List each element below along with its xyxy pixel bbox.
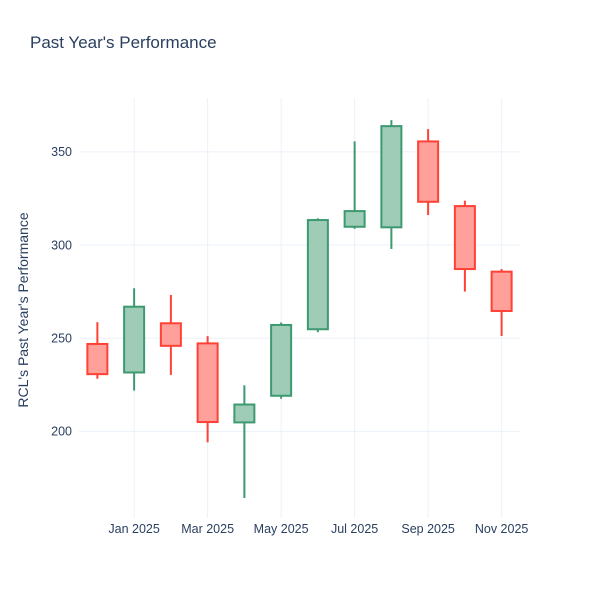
candle-aug-2025[interactable] [380,120,403,249]
candle-body [159,322,182,347]
x-tick-label: Nov 2025 [475,522,529,536]
x-tick-label: May 2025 [254,522,309,536]
y-tick-label: 350 [51,145,72,159]
candle-feb-2025[interactable] [159,294,182,375]
candle-dec-2024[interactable] [86,322,109,379]
candle-body [306,219,329,331]
candle-may-2025[interactable] [270,322,293,399]
candle-body [380,125,403,229]
candle-body [123,305,146,374]
candle-oct-2025[interactable] [453,200,476,292]
candle-body [417,140,440,203]
candle-body [196,342,219,424]
x-tick-label: Sep 2025 [401,522,455,536]
y-tick-label: 200 [51,425,72,439]
candle-body [270,323,293,397]
candle-apr-2025[interactable] [233,385,256,499]
chart-title: Past Year's Performance [30,33,217,52]
candle-body [86,342,109,376]
candle-body [490,270,513,312]
candle-body [453,205,476,271]
candle-nov-2025[interactable] [490,269,513,336]
x-tick-label: Jul 2025 [331,522,378,536]
y-tick-label: 250 [51,332,72,346]
candle-jul-2025[interactable] [343,141,366,229]
candle-jun-2025[interactable] [306,218,329,333]
y-tick-label: 300 [51,238,72,252]
x-tick-label: Jan 2025 [108,522,159,536]
candle-body [233,403,256,424]
candle-mar-2025[interactable] [196,336,219,443]
candle-jan-2025[interactable] [123,288,146,391]
candle-body [343,210,366,228]
x-tick-label: Mar 2025 [181,522,234,536]
candle-sep-2025[interactable] [417,129,440,216]
